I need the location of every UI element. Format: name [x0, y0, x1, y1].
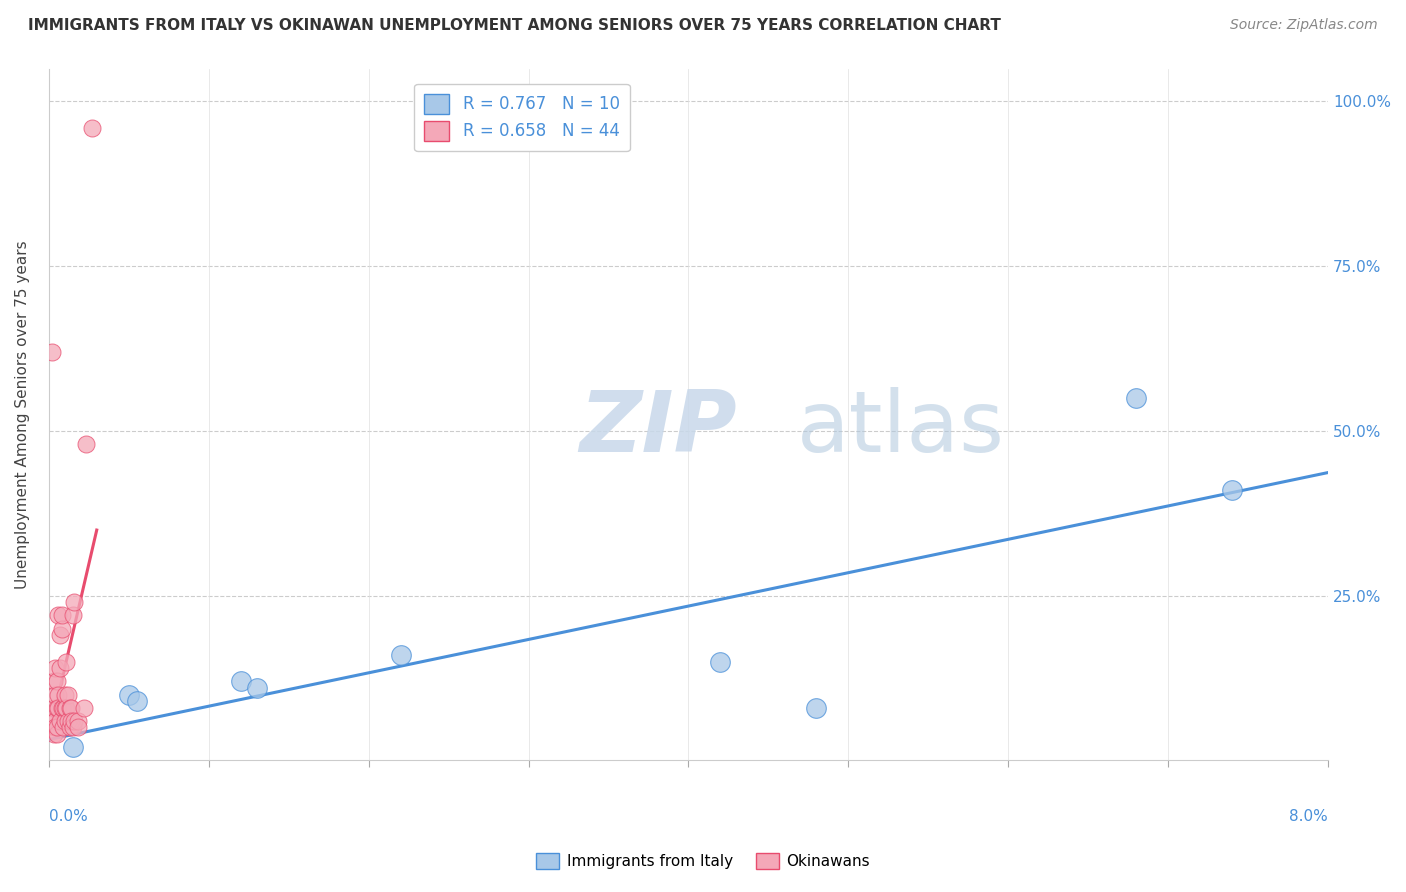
Point [42, 700, 65, 714]
Point [53, 700, 76, 714]
Legend: R = 0.767   N = 10, R = 0.658   N = 44: R = 0.767 N = 10, R = 0.658 N = 44 [415, 84, 630, 151]
Point [58, 700, 80, 714]
Point [52, 700, 75, 714]
Point [58, 721, 80, 735]
Text: 8.0%: 8.0% [1289, 809, 1329, 824]
Point [1125, 391, 1147, 405]
Point [45, 727, 67, 741]
Point [62, 721, 84, 735]
Point [49, 661, 72, 675]
Point [63, 714, 86, 728]
Point [62, 608, 84, 623]
Point [229, 674, 252, 689]
Point [45, 721, 67, 735]
Point [1220, 483, 1243, 498]
Point [42, 727, 65, 741]
Point [41, 714, 63, 728]
Legend: Immigrants from Italy, Okinawans: Immigrants from Italy, Okinawans [530, 847, 876, 875]
Y-axis label: Unemployment Among Seniors over 75 years: Unemployment Among Seniors over 75 years [15, 240, 30, 589]
Point [56, 688, 79, 702]
Point [46, 688, 69, 702]
Point [63, 595, 86, 609]
Point [41, 344, 63, 359]
Point [44, 688, 66, 702]
Text: atlas: atlas [797, 387, 1005, 470]
Point [53, 688, 76, 702]
Point [125, 694, 148, 708]
Point [389, 648, 412, 662]
Point [66, 714, 89, 728]
Point [73, 700, 96, 714]
Point [66, 721, 89, 735]
Point [246, 681, 269, 695]
Point [52, 721, 75, 735]
Point [51, 700, 73, 714]
Point [44, 714, 66, 728]
Point [44, 721, 66, 735]
Point [60, 700, 83, 714]
Point [49, 714, 72, 728]
Point [55, 700, 77, 714]
Point [118, 688, 141, 702]
Text: 0.0%: 0.0% [49, 809, 87, 824]
Point [44, 661, 66, 675]
Point [42, 674, 65, 689]
Point [45, 700, 67, 714]
Point [55, 655, 77, 669]
Point [75, 437, 97, 451]
Point [80, 120, 103, 135]
Point [51, 622, 73, 636]
Text: IMMIGRANTS FROM ITALY VS OKINAWAN UNEMPLOYMENT AMONG SENIORS OVER 75 YEARS CORRE: IMMIGRANTS FROM ITALY VS OKINAWAN UNEMPL… [28, 18, 1001, 33]
Point [53, 714, 76, 728]
Point [49, 628, 72, 642]
Point [51, 608, 73, 623]
Point [806, 700, 828, 714]
Point [56, 714, 79, 728]
Text: Source: ZipAtlas.com: Source: ZipAtlas.com [1230, 18, 1378, 32]
Point [46, 700, 69, 714]
Point [62, 740, 84, 755]
Point [46, 608, 69, 623]
Point [60, 714, 83, 728]
Point [45, 674, 67, 689]
Text: ZIP: ZIP [579, 387, 737, 470]
Point [709, 655, 731, 669]
